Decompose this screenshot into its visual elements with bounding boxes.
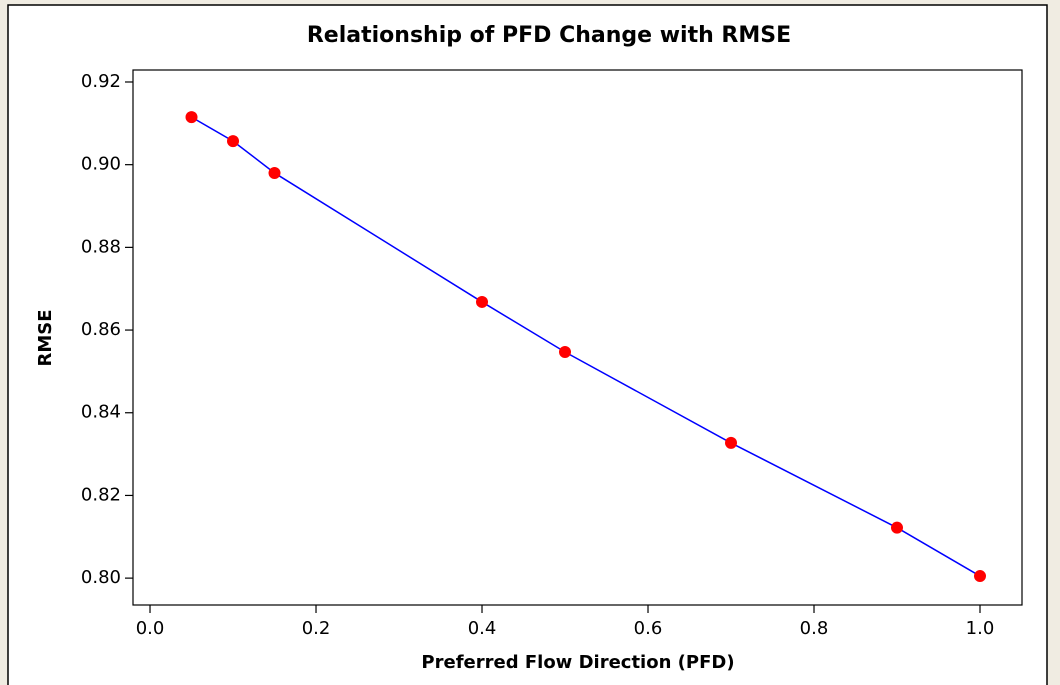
- x-tick-label: 0.0: [136, 618, 165, 639]
- x-tick-label: 0.4: [468, 618, 497, 639]
- point: [268, 166, 281, 179]
- plot-frame: [132, 69, 1023, 606]
- y-axis-label: RMSE: [35, 309, 56, 366]
- y-tick-label: 0.86: [81, 319, 121, 340]
- y-tick-label: 0.92: [81, 71, 121, 92]
- x-tick-label: 0.6: [634, 618, 663, 639]
- point: [559, 345, 572, 358]
- y-tick-label: 0.90: [81, 154, 121, 175]
- point: [725, 436, 738, 449]
- y-tick-label: 0.88: [81, 236, 121, 257]
- point: [974, 570, 987, 583]
- y-tick-label: 0.82: [81, 484, 121, 505]
- x-tick-label: 0.8: [800, 618, 829, 639]
- y-tick-label: 0.80: [81, 567, 121, 588]
- series-line: [191, 116, 981, 577]
- point: [227, 135, 240, 148]
- x-tick-label: 0.2: [302, 618, 331, 639]
- y-tick-label: 0.84: [81, 402, 121, 423]
- x-tick-label: 1.0: [966, 618, 995, 639]
- x-axis-label: Preferred Flow Direction (PFD): [421, 652, 734, 673]
- point: [476, 295, 489, 308]
- point: [185, 111, 198, 124]
- chart-title: Relationship of PFD Change with RMSE: [307, 23, 791, 48]
- point: [891, 521, 904, 534]
